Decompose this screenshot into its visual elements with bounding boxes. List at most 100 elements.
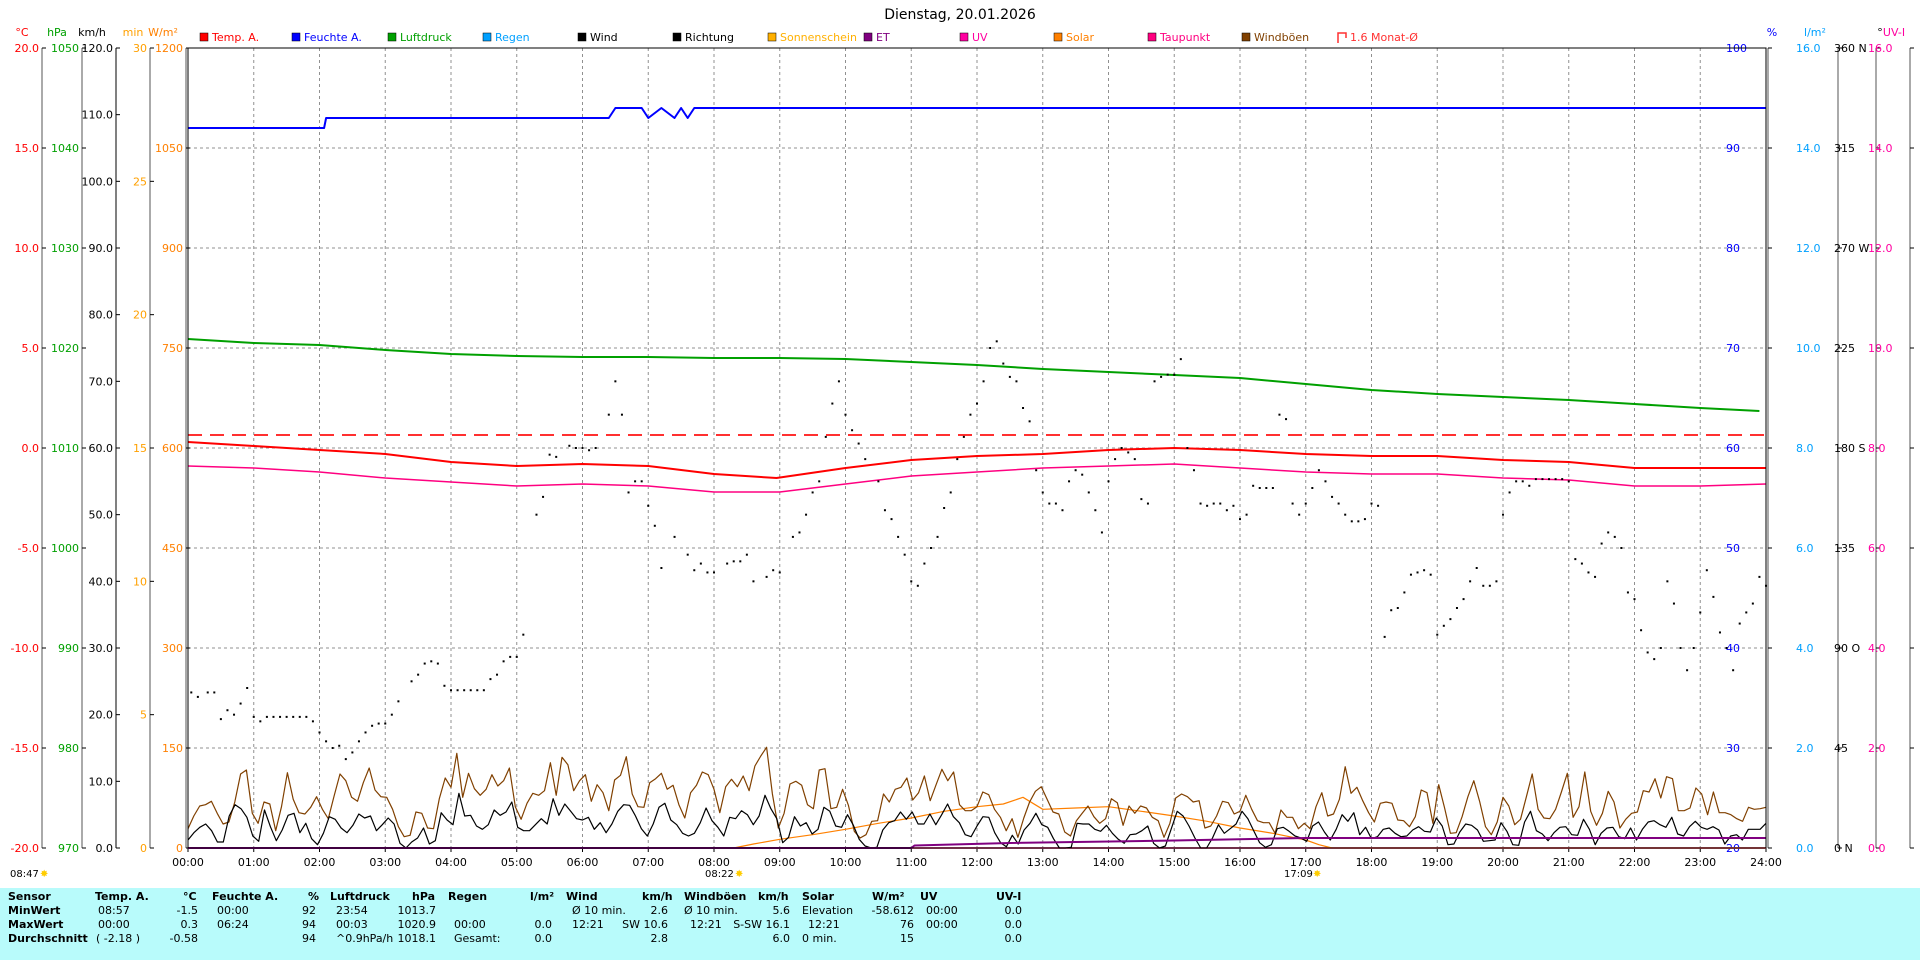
series-point-richtung: [1054, 502, 1057, 505]
series-point-richtung: [1495, 580, 1498, 583]
series-point-richtung: [1613, 535, 1616, 538]
marker-sunset: 17:09: [1284, 869, 1313, 880]
series-point-richtung: [857, 442, 860, 445]
right-axis-tick-label: 4.0: [1796, 642, 1814, 655]
right-axis-tick-label: 14.0: [1868, 142, 1893, 155]
left-axis-tick-label: 110.0: [82, 109, 114, 122]
x-axis-tick-label: 21:00: [1553, 856, 1585, 869]
right-axis-tick-label: 40: [1726, 642, 1740, 655]
series-point-richtung: [476, 689, 479, 692]
chart-background: [0, 0, 1920, 888]
left-axis-tick-label: 100.0: [82, 175, 114, 188]
x-axis-tick-label: 17:00: [1290, 856, 1322, 869]
series-line-feuchte-a: [188, 107, 1766, 129]
series-point-richtung: [916, 584, 919, 587]
series-point-richtung: [745, 553, 748, 556]
min-uv-time: 00:00: [926, 904, 958, 917]
series-point-richtung: [1580, 562, 1583, 565]
series-point-richtung: [851, 429, 854, 432]
x-axis-tick-label: 08:00: [698, 856, 730, 869]
series-point-richtung: [496, 673, 499, 676]
series-point-richtung: [811, 491, 814, 494]
series-point-richtung: [1087, 491, 1090, 494]
series-point-richtung: [1304, 502, 1307, 505]
series-point-richtung: [456, 689, 459, 692]
legend-swatch-gust: [1241, 32, 1251, 42]
x-axis-tick-label: 09:00: [764, 856, 796, 869]
series-point-richtung: [1081, 473, 1084, 476]
right-axis-tick-label: 12.0: [1868, 242, 1893, 255]
x-axis-tick-label: 15:00: [1158, 856, 1190, 869]
avg-uv-value: 0.0: [1004, 932, 1023, 945]
plot-frame: [187, 47, 1767, 849]
right-axis-tick-label: 2.0: [1868, 742, 1886, 755]
avg-rain-value: 0.0: [534, 932, 553, 945]
left-axis-tick-label: 30: [133, 42, 147, 55]
series-point-richtung: [1166, 373, 1169, 376]
right-axis-unit: l/m²: [1804, 26, 1826, 39]
series-point-richtung: [213, 691, 216, 694]
series-point-richtung: [1285, 418, 1288, 421]
series-point-richtung: [1028, 420, 1031, 423]
series-point-richtung: [542, 495, 545, 498]
series-point-richtung: [634, 480, 637, 483]
series-point-richtung: [279, 715, 282, 718]
legend-swatch-pressure: [387, 32, 397, 42]
series-point-richtung: [1068, 480, 1071, 483]
legend-label-dir: Richtung: [685, 31, 734, 44]
series-point-richtung: [1666, 580, 1669, 583]
series-point-richtung: [693, 569, 696, 572]
series-point-richtung: [1488, 584, 1491, 587]
left-axis-tick-label: 50.0: [89, 509, 114, 522]
x-axis-tick-label: 02:00: [304, 856, 336, 869]
avg-temp-note: ( -2.18 ): [96, 932, 141, 945]
series-point-richtung: [1692, 647, 1695, 649]
left-axis-unit: W/m²: [148, 26, 178, 39]
left-axis-tick-label: 10: [133, 575, 147, 588]
right-axis-tick-label: 6.0: [1796, 542, 1814, 555]
series-point-richtung: [949, 491, 952, 494]
series-point-richtung: [351, 751, 354, 754]
series-point-richtung: [607, 413, 610, 416]
series-point-richtung: [535, 513, 538, 516]
avg-press-value: 1018.1: [397, 932, 437, 945]
left-axis-tick-label: -20.0: [11, 842, 39, 855]
series-point-richtung: [798, 531, 801, 534]
max-solar-time: 12:21: [808, 918, 840, 931]
max-solar-value: 76: [900, 918, 914, 931]
series-point-richtung: [1107, 480, 1110, 483]
marker-sunrise-star: ✸: [735, 869, 743, 880]
x-axis-tick-label: 03:00: [369, 856, 401, 869]
row-avg-label: Durchschnitt: [8, 932, 88, 945]
legend-label-solar: Solar: [1066, 31, 1095, 44]
left-axis-tick-label: 20: [133, 309, 147, 322]
right-axis-tick-label: 12.0: [1796, 242, 1821, 255]
series-point-richtung: [883, 509, 886, 512]
right-axis-tick-label: 135: [1834, 542, 1855, 555]
left-axis-tick-label: 600: [162, 442, 183, 455]
left-axis-tick-label: 5: [140, 709, 147, 722]
series-point-richtung: [1140, 498, 1143, 501]
series-point-richtung: [430, 660, 433, 663]
legend-swatch-et: [863, 32, 873, 42]
max-gust-value: S-SW 16.1: [733, 918, 790, 931]
left-axis-tick-label: 0: [176, 842, 183, 855]
series-point-richtung: [956, 458, 959, 461]
left-axis-tick-label: 20.0: [89, 709, 114, 722]
legend-label-hum: Feuchte A.: [304, 31, 362, 44]
max-press-value: 1020.9: [397, 918, 437, 931]
left-axis-tick-label: 1010: [51, 442, 79, 455]
series-point-richtung: [331, 747, 334, 749]
th-uv: UV: [920, 890, 938, 903]
th-gust: Windböen: [684, 890, 747, 903]
legend-label-uv: UV: [972, 31, 988, 44]
right-axis-tick-label: 60: [1726, 442, 1740, 455]
legend-swatch-wind: [577, 32, 587, 42]
series-point-richtung: [1041, 491, 1044, 494]
series-point-richtung: [1002, 362, 1005, 365]
series-point-richtung: [1646, 651, 1649, 654]
marker-sunrise: 08:22: [705, 869, 734, 880]
series-point-richtung: [469, 689, 472, 692]
th-rain: Regen: [448, 890, 488, 903]
series-point-richtung: [1370, 502, 1373, 505]
